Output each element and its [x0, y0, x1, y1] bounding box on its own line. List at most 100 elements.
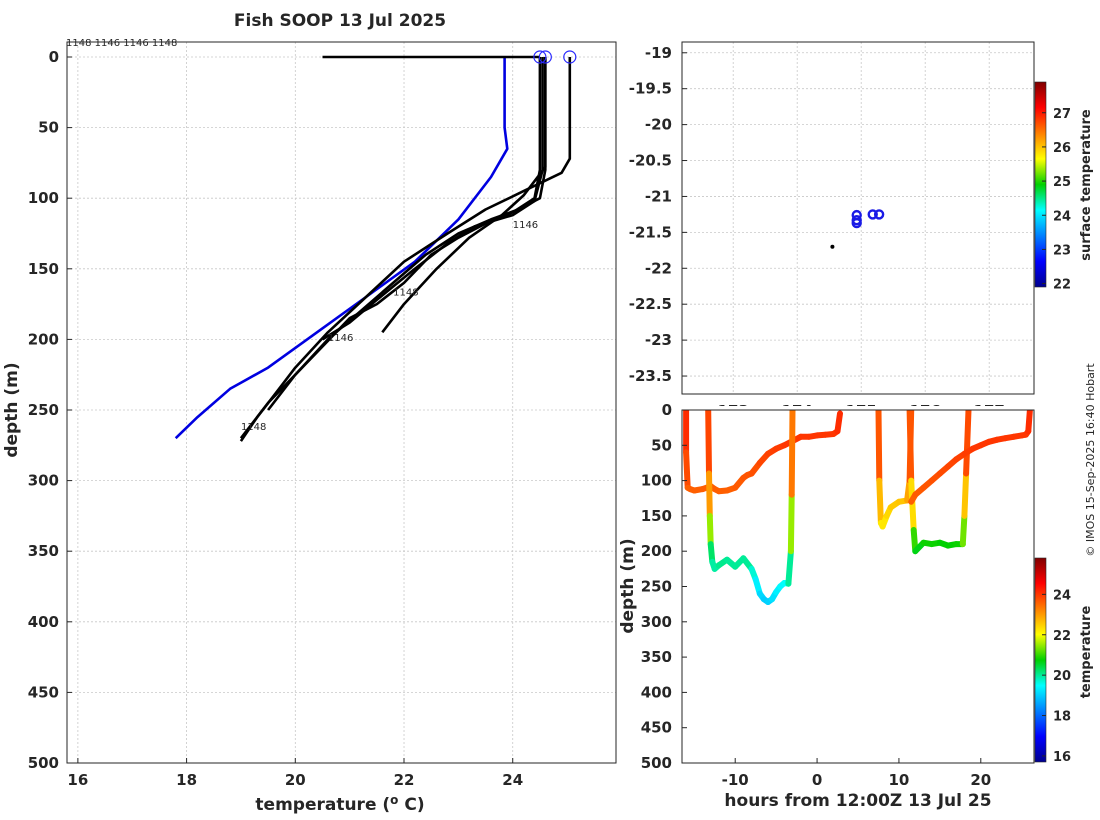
profile-line-profile-2 [267, 57, 547, 411]
section-y-tick-label: 50 [651, 436, 672, 454]
surface-colorbar-tick-label: 27 [1053, 107, 1071, 122]
map-panel: -19 -19.5 -20 -20.5 -21 -21.5 -22 -22.5 -23 -23.5… [629, 41, 1094, 420]
temperature-colorbar [1034, 557, 1047, 763]
profile-y-tick-label: 150 [28, 260, 59, 278]
map-lon-tick-label: 174 [782, 402, 813, 420]
section-track-segment [875, 410, 883, 484]
map-lat-tick-label: -21 [645, 187, 672, 205]
map-grid [682, 42, 1034, 394]
imos-credit: © IMOS 15-Sep-2025 16:40 Hobart [1084, 363, 1097, 557]
section-y-tick-label: 400 [641, 683, 672, 701]
section-track-segment [706, 512, 714, 548]
profile-line-profile-4 [239, 57, 572, 442]
map-lat-tick-label: -20 [645, 116, 672, 134]
profile-x-tick-label: 20 [285, 771, 306, 789]
profile-y-tick-label: 100 [28, 189, 59, 207]
temperature-colorbar-tick-label: 20 [1053, 669, 1071, 684]
profile-x-tick-label: 18 [176, 771, 197, 789]
section-track-segment [876, 477, 884, 526]
profile-x-tick-label: 24 [502, 771, 523, 789]
map-lon-tick-label: 177 [974, 402, 1005, 420]
section-y-tick-label: 100 [641, 472, 672, 490]
section-track-segment [906, 410, 915, 484]
profile-y-tick-label: 500 [28, 754, 59, 772]
x-label-suffix: C) [398, 795, 424, 815]
section-y-label: depth (m) [618, 538, 638, 633]
section-track-segment [788, 410, 796, 498]
profile-id-label: 1146 [328, 333, 353, 344]
profile-id-label: 1148 [241, 422, 266, 433]
map-position-point [851, 217, 862, 229]
profile-y-tick-label: 200 [28, 330, 59, 348]
map-lat-tick-label: -23 [645, 331, 672, 349]
section-data [683, 410, 1033, 605]
profile-top-labels: 1148 1146 1146 1148 [66, 38, 177, 49]
profile-grid [67, 42, 616, 764]
profile-y-tick-label: 400 [28, 613, 59, 631]
temperature-colorbar-tick-label: 24 [1053, 588, 1071, 603]
surface-temperature-colorbar-label: surface temperature [1079, 109, 1094, 261]
profile-line-profile-3 [321, 57, 544, 341]
map-lon-tick-label: 176 [910, 402, 941, 420]
x-label-prefix: temperature ( [255, 795, 390, 815]
map-lon-tick-label: 173 [718, 402, 749, 420]
temperature-colorbar-tick-label: 22 [1053, 629, 1071, 644]
map-data [830, 209, 885, 249]
section-track-segment [785, 548, 794, 587]
profile-y-tick-label: 300 [28, 472, 59, 490]
section-x-tick-label: 20 [970, 771, 991, 789]
section-background [682, 410, 1034, 763]
section-grid [682, 410, 1034, 763]
map-lat-tick-label: -22.5 [629, 295, 672, 313]
profile-id-label: 1146 [513, 220, 538, 231]
profile-axes-frame [66, 41, 617, 764]
x-label-degree: o [390, 793, 398, 807]
map-lat-tick-label: -22 [645, 259, 672, 277]
profile-x-tick-label: 16 [67, 771, 88, 789]
section-track-segment [705, 410, 712, 477]
map-axes-frame [681, 41, 1035, 395]
section-track-segment [961, 470, 970, 519]
section-y-tick-label: 200 [641, 542, 672, 560]
surface-colorbar-tick-label: 24 [1053, 209, 1071, 224]
surface-temperature-colorbar [1034, 81, 1047, 288]
surface-marker [533, 50, 547, 64]
surface-colorbar-tick-label: 25 [1053, 175, 1071, 190]
surface-colorbar-tick-label: 23 [1053, 243, 1071, 258]
profile-id-label: 1148 [393, 288, 418, 299]
section-track-segment [706, 470, 713, 519]
section-track-segment [959, 512, 968, 548]
map-ticks: -19 -19.5 -20 -20.5 -21 -21.5 -22 -22.5 -23 -23.5… [629, 44, 1005, 420]
surface-marker [538, 50, 552, 64]
surface-temperature-colorbar-ticks: 22 23 24 25 26 27 [1042, 107, 1071, 293]
profile-data: 1146 1148 1146 1148 [174, 50, 577, 442]
map-position-point [873, 209, 885, 220]
map-lat-tick-label: -23.5 [629, 367, 672, 385]
profile-line-climatology [174, 57, 509, 440]
section-x-label: hours from 12:00Z 13 Jul 25 [724, 791, 991, 811]
section-y-tick-label: 350 [641, 648, 672, 666]
section-x-tick-label: -10 [722, 771, 749, 789]
section-y-tick-label: 500 [641, 754, 672, 772]
section-y-tick-label: 450 [641, 719, 672, 737]
profile-y-label: depth (m) [2, 362, 22, 457]
section-track-segment [1025, 410, 1033, 435]
section-x-tick-label: 0 [812, 771, 822, 789]
profile-y-tick-label: 250 [28, 401, 59, 419]
temperature-colorbar-label: temperature [1079, 606, 1094, 699]
section-track-segment [908, 477, 917, 533]
section-y-tick-label: 0 [662, 401, 672, 419]
surface-colorbar-tick-label: 26 [1053, 141, 1071, 156]
map-lon-tick-label: 175 [846, 402, 877, 420]
section-track-segment [683, 449, 691, 491]
map-lat-tick-label: -21.5 [629, 223, 672, 241]
temperature-colorbar-tick-label: 18 [1053, 710, 1071, 725]
section-y-tick-label: 300 [641, 613, 672, 631]
profile-x-label: temperature (o C) [255, 793, 424, 815]
profile-y-tick-label: 350 [28, 542, 59, 560]
map-lat-tick-label: -19.5 [629, 80, 672, 98]
profile-line-profile-5 [381, 57, 547, 334]
section-y-tick-label: 150 [641, 507, 672, 525]
